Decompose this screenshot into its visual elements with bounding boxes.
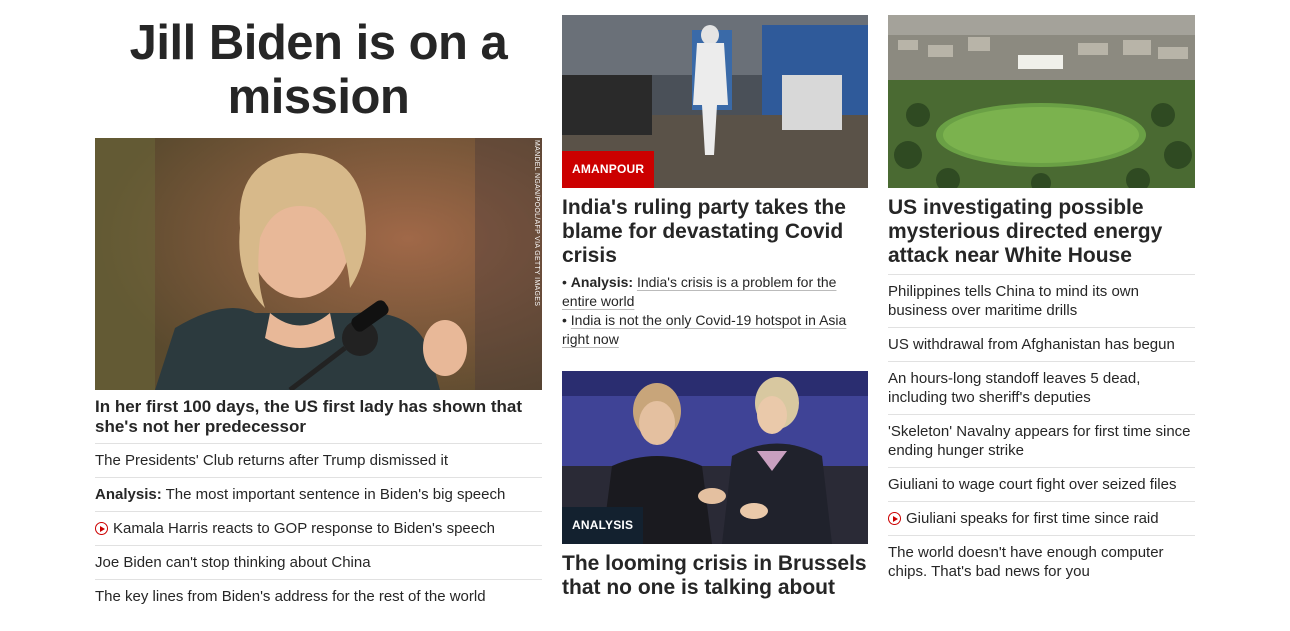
link-text[interactable]: Giuliani to wage court fight over seized… — [888, 476, 1177, 493]
hospital-ward-photo — [562, 15, 868, 188]
link-text[interactable]: India is not the only Covid-19 hotspot i… — [562, 312, 847, 347]
list-item[interactable]: Joe Biden can't stop thinking about Chin… — [95, 545, 542, 579]
lead-image[interactable]: MANDEL NGAN/POOL/AFP VIA GETTY IMAGES — [95, 138, 542, 390]
middle-column: AMANPOUR India's ruling party takes the … — [562, 0, 868, 605]
link-text[interactable]: An hours-long standoff leaves 5 dead, in… — [888, 370, 1141, 406]
link-text[interactable]: The world doesn't have enough computer c… — [888, 544, 1164, 580]
lead-subheadline[interactable]: In her first 100 days, the US first lady… — [95, 397, 523, 436]
link-text[interactable]: 'Skeleton' Navalny appears for first tim… — [888, 423, 1191, 459]
section-tag[interactable]: ANALYSIS — [562, 507, 644, 544]
video-play-icon — [95, 522, 108, 535]
right-column: US investigating possible mysterious dir… — [888, 0, 1195, 588]
list-item[interactable]: The Presidents' Club returns after Trump… — [95, 443, 542, 477]
list-item[interactable]: US withdrawal from Afghanistan has begun — [888, 327, 1195, 361]
white-house-headline[interactable]: US investigating possible mysterious dir… — [888, 196, 1163, 267]
lead-headline[interactable]: Jill Biden is on a mission — [129, 16, 508, 124]
link-text[interactable]: The Presidents' Club returns after Trump… — [95, 452, 448, 469]
section-tag[interactable]: AMANPOUR — [562, 151, 655, 188]
link-text[interactable]: Philippines tells China to mind its own … — [888, 283, 1139, 319]
india-story-image[interactable]: AMANPOUR — [562, 15, 868, 188]
india-related-links: • Analysis: India's crisis is a problem … — [562, 273, 868, 349]
video-play-icon — [888, 512, 901, 525]
link-text[interactable]: The key lines from Biden's address for t… — [95, 588, 486, 605]
list-item[interactable]: The key lines from Biden's address for t… — [95, 579, 542, 613]
list-item[interactable]: Kamala Harris reacts to GOP response to … — [95, 511, 542, 545]
list-item[interactable]: • India is not the only Covid-19 hotspot… — [562, 312, 847, 347]
link-text[interactable]: Kamala Harris reacts to GOP response to … — [113, 520, 495, 537]
india-headline[interactable]: India's ruling party takes the blame for… — [562, 196, 846, 267]
link-text[interactable]: US withdrawal from Afghanistan has begun — [888, 336, 1175, 353]
brussels-headline[interactable]: The looming crisis in Brussels that no o… — [562, 552, 867, 599]
link-text[interactable]: The most important sentence in Biden's b… — [161, 486, 506, 503]
photo-credit: MANDEL NGAN/POOL/AFP VIA GETTY IMAGES — [533, 140, 540, 307]
white-house-image[interactable] — [888, 15, 1195, 188]
merkel-von-der-leyen-photo — [562, 371, 868, 544]
link-text[interactable]: Joe Biden can't stop thinking about Chin… — [95, 554, 371, 571]
jill-biden-photo — [95, 138, 542, 390]
list-item[interactable]: 'Skeleton' Navalny appears for first tim… — [888, 414, 1195, 467]
analysis-label: Analysis: — [95, 486, 162, 503]
related-links-list: The Presidents' Club returns after Trump… — [95, 443, 542, 613]
brussels-story-image[interactable]: ANALYSIS — [562, 371, 868, 544]
link-text[interactable]: Giuliani speaks for first time since rai… — [906, 510, 1159, 527]
lead-story-column: Jill Biden is on a mission MANDEL NGAN/P… — [95, 0, 542, 613]
right-links-list: Philippines tells China to mind its own … — [888, 274, 1195, 588]
list-item[interactable]: Philippines tells China to mind its own … — [888, 274, 1195, 327]
analysis-label: Analysis: — [570, 274, 634, 290]
list-item[interactable]: Analysis: The most important sentence in… — [95, 477, 542, 511]
list-item[interactable]: Giuliani to wage court fight over seized… — [888, 467, 1195, 501]
list-item[interactable]: The world doesn't have enough computer c… — [888, 535, 1195, 588]
list-item[interactable]: • Analysis: India's crisis is a problem … — [562, 274, 837, 309]
white-house-aerial-photo — [888, 15, 1195, 188]
list-item[interactable]: Giuliani speaks for first time since rai… — [888, 501, 1195, 535]
list-item[interactable]: An hours-long standoff leaves 5 dead, in… — [888, 361, 1195, 414]
link-text[interactable]: India's crisis is a problem for the enti… — [562, 274, 837, 309]
